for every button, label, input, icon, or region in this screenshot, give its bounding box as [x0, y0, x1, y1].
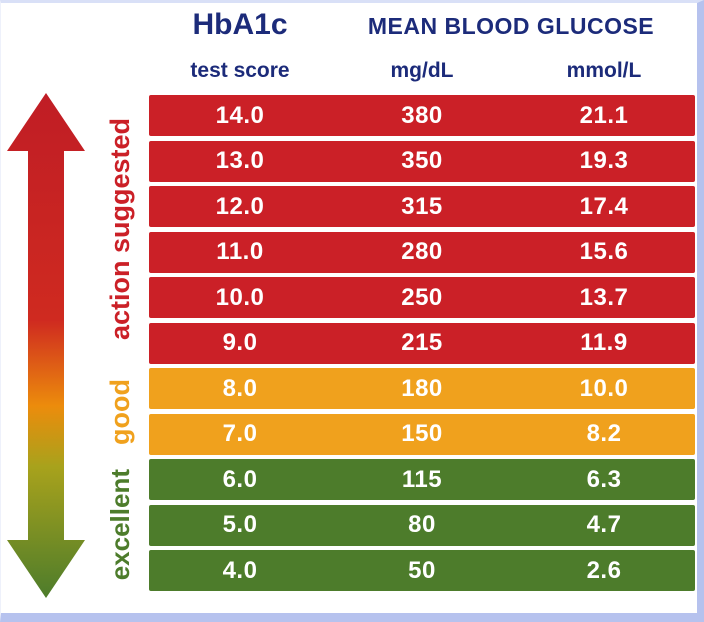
- mean-blood-glucose-title: MEAN BLOOD GLUCOSE: [367, 13, 655, 39]
- cell-mmol: 11.9: [580, 329, 628, 356]
- cell-test-score: 12.0: [215, 192, 265, 220]
- severity-gradient-arrow: [7, 93, 85, 598]
- cell-mmol: 8.2: [586, 420, 622, 447]
- table-row: 14.0 380 21.1: [149, 95, 695, 136]
- table-row: 10.0 250 13.7: [149, 277, 695, 318]
- cell-mgdl: 50: [408, 556, 436, 584]
- test-score-subheader: test score: [190, 59, 290, 82]
- cell-mmol: 4.7: [586, 511, 622, 538]
- cell-mgdl: 150: [401, 420, 443, 447]
- cell-mmol: 2.6: [586, 556, 622, 584]
- cell-mmol: 21.1: [579, 101, 629, 129]
- cell-test-score: 13.0: [215, 147, 265, 174]
- cell-test-score: 5.0: [222, 511, 258, 538]
- table-row: 8.0 180 10.0: [149, 368, 695, 409]
- cell-mgdl: 350: [401, 147, 443, 174]
- zone-label-text: good: [104, 378, 135, 445]
- table-row: 4.0 50 2.6: [149, 550, 695, 591]
- table-row: 13.0 350 19.3: [149, 140, 695, 182]
- cell-mmol: 13.7: [579, 283, 629, 311]
- cell-mgdl: 280: [401, 238, 443, 265]
- zone-label-action-suggested: action suggested: [93, 95, 147, 364]
- table-row: 12.0 315 17.4: [149, 186, 695, 227]
- zone-label-excellent: excellent: [93, 459, 147, 591]
- glucose-table-rows: 14.0 380 21.1 13.0 350 19.3 12.0 315 17.4 11.0 280…: [149, 95, 695, 591]
- cell-mmol: 17.4: [579, 192, 629, 220]
- zone-label-good: good: [93, 368, 147, 455]
- zone-label-text: action suggested: [104, 118, 135, 341]
- mmol-subheader: mmol/L: [566, 59, 642, 82]
- zone-label-text: excellent: [104, 469, 135, 581]
- table-row: 11.0 280 15.6: [149, 231, 695, 273]
- cell-mgdl: 215: [401, 329, 443, 356]
- cell-test-score: 4.0: [222, 556, 258, 584]
- table-row: 5.0 80 4.7: [149, 504, 695, 546]
- cell-test-score: 11.0: [216, 238, 264, 265]
- cell-mgdl: 315: [401, 192, 443, 220]
- cell-test-score: 7.0: [222, 420, 258, 447]
- cell-mgdl: 380: [401, 101, 443, 129]
- cell-mmol: 19.3: [579, 147, 629, 174]
- cell-mmol: 10.0: [579, 374, 629, 402]
- cell-mgdl: 80: [408, 511, 436, 538]
- cell-test-score: 6.0: [222, 465, 258, 493]
- cell-mgdl: 250: [401, 283, 443, 311]
- cell-mmol: 6.3: [586, 465, 622, 493]
- hba1c-column-title: HbA1c: [192, 8, 288, 41]
- cell-test-score: 14.0: [215, 101, 265, 129]
- table-row: 9.0 215 11.9: [149, 322, 695, 364]
- table-row: 7.0 150 8.2: [149, 413, 695, 455]
- cell-mmol: 15.6: [579, 238, 629, 265]
- cell-test-score: 8.0: [222, 374, 258, 402]
- cell-test-score: 9.0: [222, 329, 258, 356]
- cell-test-score: 10.0: [215, 283, 265, 311]
- cell-mgdl: 115: [401, 465, 443, 493]
- table-row: 6.0 115 6.3: [149, 459, 695, 500]
- cell-mgdl: 180: [401, 374, 443, 402]
- mgdl-subheader: mg/dL: [390, 59, 454, 82]
